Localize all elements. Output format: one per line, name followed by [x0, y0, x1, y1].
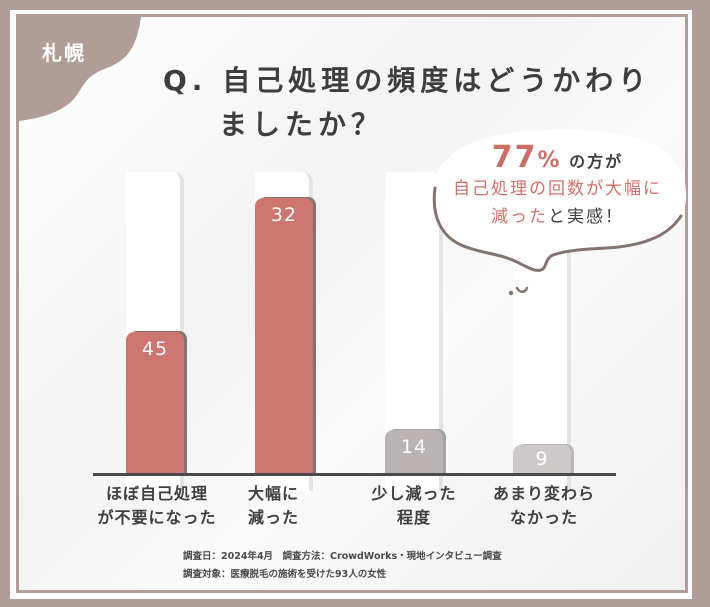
x-label-1: ほぼ自己処理 が不要になった	[82, 482, 232, 530]
x-label-2-line-2: 減った	[248, 508, 300, 527]
x-label-4-line-2: なかった	[509, 508, 578, 527]
region-label: 札幌	[42, 41, 86, 65]
question-title: Q. 自己処理の頻度はどうかわり ましたか？	[163, 59, 651, 147]
bar-value-3: 14	[400, 436, 428, 458]
x-label-1-line-1: ほぼ自己処理	[105, 484, 208, 503]
x-label-4-line-1: あまり変わら	[492, 484, 595, 503]
bubble-tail-dot-small	[508, 290, 514, 296]
footnote-survey-target: 調査対象：医療脱毛の施術を受けた93人の女性	[183, 569, 387, 580]
corner-wave-decoration	[19, 17, 141, 121]
speech-bubble	[431, 129, 687, 296]
chart-canvas: 札幌 Q. 自己処理の頻度はどうかわり ましたか？ 45 32 14 9 ほぼ自…	[19, 17, 685, 590]
callout-line-3-highlight: 減った	[491, 207, 548, 227]
bar-1: 45	[126, 332, 184, 474]
bar-value-1: 45	[141, 338, 169, 360]
callout-line-1-suffix: の方が	[569, 152, 624, 171]
callout-text: 77% の方が 自己処理の回数が大幅に 減ったと実感！	[430, 140, 685, 231]
callout-line-3: 減ったと実感！	[430, 203, 685, 231]
callout-percent: 77	[491, 140, 538, 175]
x-label-2: 大幅に 減った	[248, 482, 318, 530]
x-label-3: 少し減った 程度	[354, 482, 474, 530]
callout-line-3-rest: と実感！	[548, 207, 624, 227]
callout-percent-sign: %	[537, 148, 562, 173]
bar-4: 9	[513, 445, 571, 474]
bar-value-2: 32	[270, 204, 298, 226]
x-label-1-line-2: が不要になった	[97, 508, 217, 527]
frame-inner-line	[16, 14, 688, 593]
x-axis-baseline	[93, 473, 616, 476]
bar-3: 14	[385, 430, 443, 474]
bar-2: 32	[255, 198, 313, 474]
callout-line-1: 77% の方が	[430, 140, 685, 175]
bar-value-4: 9	[535, 448, 549, 470]
title-line-1: Q. 自己処理の頻度はどうかわり	[163, 64, 652, 97]
x-label-4: あまり変わら なかった	[479, 482, 609, 530]
footnote-survey-date-method: 調査日：2024年4月 調査方法：CrowdWorks・現地インタビュー調査	[183, 551, 502, 562]
x-label-2-line-1: 大幅に	[248, 484, 300, 503]
x-label-3-line-1: 少し減った	[371, 484, 457, 503]
x-label-3-line-2: 程度	[396, 508, 431, 527]
title-line-2: ましたか？	[219, 108, 385, 141]
bubble-tail-dot-large	[515, 286, 529, 293]
callout-line-2: 自己処理の回数が大幅に	[453, 179, 662, 199]
